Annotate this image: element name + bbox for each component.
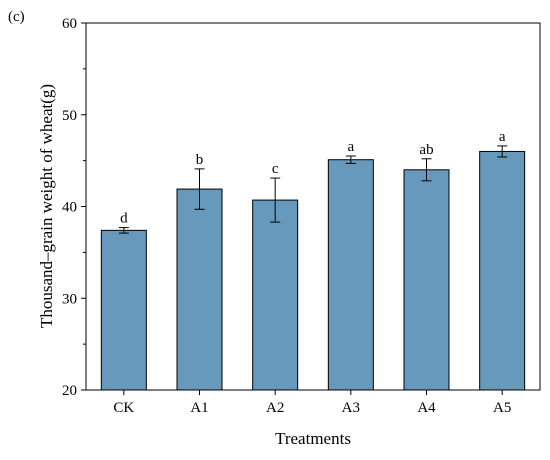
- y-axis-title-group: Thousand–grain weight of wheat(g): [37, 84, 56, 328]
- significance-label-a4: ab: [419, 142, 433, 158]
- x-tick-label-a2: A2: [266, 400, 284, 416]
- plot-frame: [85, 22, 541, 391]
- error-bar-a4: [421, 158, 432, 182]
- bar-a1: [176, 188, 223, 391]
- y-tick-label-30: 30: [62, 291, 77, 307]
- y-tick-label-50: 50: [62, 108, 77, 124]
- x-tick-label-a5: A5: [493, 400, 511, 416]
- x-axis-title: Treatments: [275, 429, 351, 448]
- y-axis-title: Thousand–grain weight of wheat(g): [37, 84, 56, 328]
- bar-a2: [252, 199, 299, 391]
- bar-a3: [327, 159, 374, 391]
- significance-label-a5: a: [499, 129, 506, 145]
- error-bar-a1: [194, 168, 205, 210]
- bars-layer: [100, 150, 526, 391]
- x-tick-label-a3: A3: [342, 400, 360, 416]
- panel-label: (c): [8, 9, 25, 25]
- y-tick-label-40: 40: [62, 200, 77, 216]
- error-bar-ck: [118, 227, 129, 234]
- y-tick-label-60: 60: [62, 16, 77, 32]
- significance-label-ck: d: [120, 211, 128, 227]
- ticks-layer: CK A1 A2 A3 A4 A5 20 30 40 50 60: [62, 16, 511, 416]
- y-tick-label-20: 20: [62, 383, 77, 399]
- error-bar-a2: [270, 177, 281, 223]
- significance-label-a1: b: [196, 152, 204, 168]
- axes-layer: [85, 22, 541, 391]
- x-tick-label-a1: A1: [190, 400, 208, 416]
- significance-labels-layer: d b c a ab a: [120, 129, 506, 227]
- bar-a4: [403, 169, 450, 391]
- significance-label-a3: a: [347, 139, 354, 155]
- error-bar-a5: [497, 145, 508, 158]
- significance-label-a2: c: [272, 161, 279, 177]
- error-bars-layer: [118, 145, 508, 234]
- bar-a5: [479, 150, 526, 391]
- x-tick-label-a4: A4: [417, 400, 436, 416]
- bar-ck: [100, 229, 147, 391]
- x-tick-label-ck: CK: [113, 400, 134, 416]
- error-bar-a3: [345, 155, 356, 164]
